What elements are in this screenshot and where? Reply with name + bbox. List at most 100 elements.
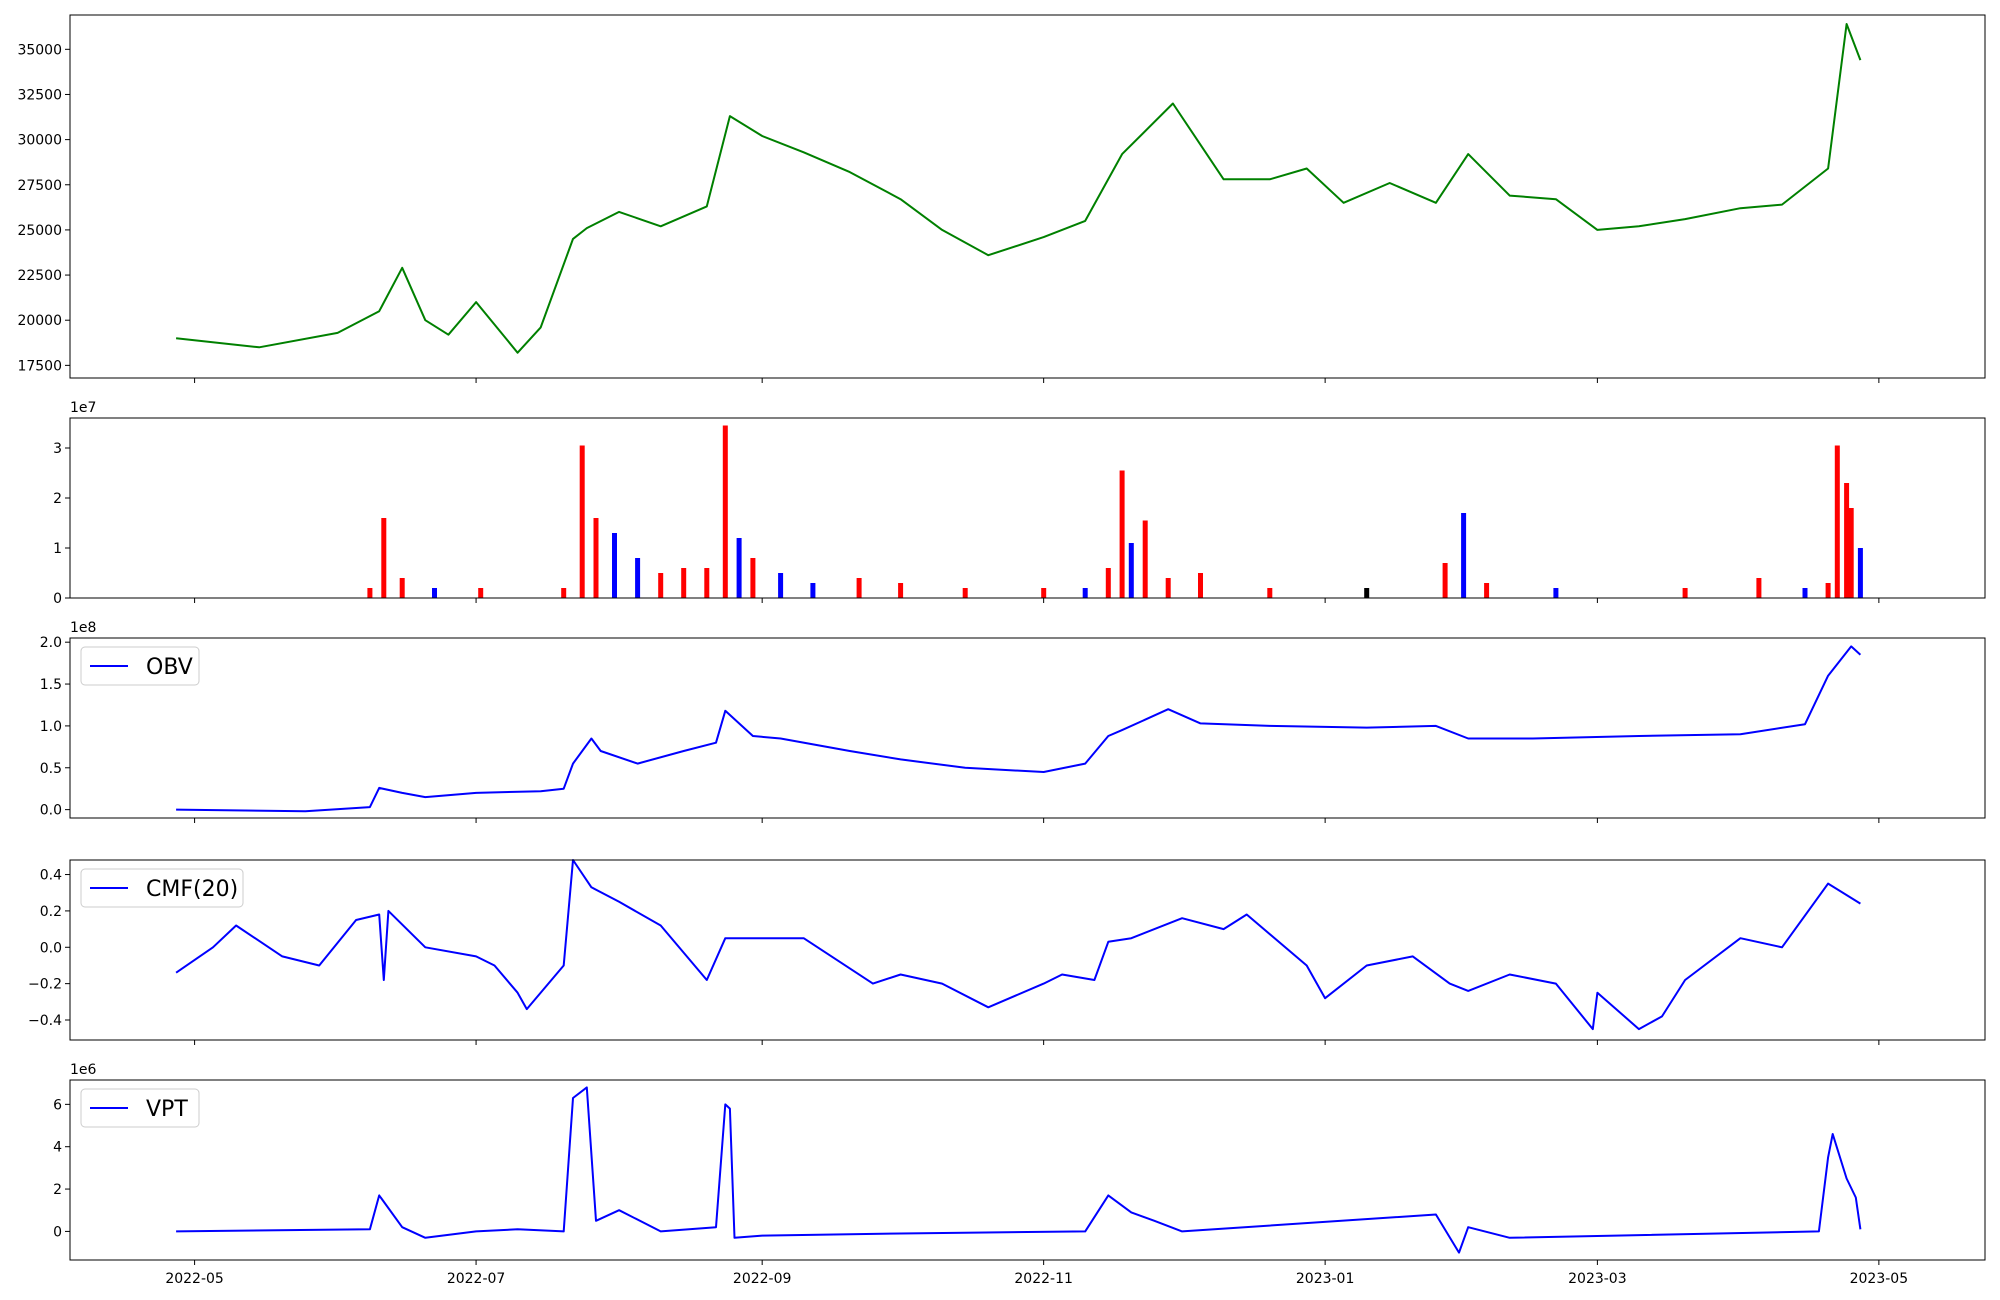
- volume-bar: [722, 425, 728, 598]
- volume-bar: [1165, 578, 1171, 598]
- x-tick-label: 2023-03: [1568, 1271, 1627, 1287]
- cmf-line: [175, 859, 1861, 1031]
- vpt-axes-frame: [69, 1079, 1986, 1261]
- volume-bar: [1142, 520, 1148, 598]
- volume-bar: [736, 538, 742, 598]
- y-tick-label: 0.2: [40, 904, 62, 920]
- volume-bar: [432, 588, 437, 598]
- volume-bar: [1128, 543, 1134, 598]
- volume-bar: [1105, 568, 1111, 598]
- volume-bar: [1834, 445, 1840, 598]
- volume-bar: [778, 573, 784, 598]
- volume-bar: [898, 583, 904, 598]
- price-panel: 17500 20000 22500 25000 27500 30000 32500 35000: [17, 14, 1986, 383]
- volume-bar: [704, 568, 710, 598]
- cmf-axes-frame: [69, 859, 1986, 1041]
- volume-bar: [810, 583, 816, 598]
- y-tick-label: 17500: [17, 358, 62, 374]
- volume-bar: [681, 568, 687, 598]
- volume-panel: 0 1 2 3 1e7: [53, 400, 1986, 607]
- legend-box: [80, 646, 200, 686]
- y-tick-label: 0.0: [40, 940, 62, 956]
- x-tick-label: 2022-05: [165, 1271, 224, 1287]
- y-tick-label: 0.0: [40, 803, 62, 819]
- price-line: [175, 23, 1862, 354]
- volume-bar: [1364, 588, 1370, 598]
- volume-bar: [367, 588, 373, 598]
- y-offset-label: 1e6: [70, 1062, 97, 1078]
- volume-bar: [1756, 578, 1762, 598]
- y-tick-label: 1: [53, 541, 62, 557]
- y-tick-label: 32500: [17, 87, 62, 103]
- volume-bar: [399, 578, 405, 598]
- legend-label: CMF(20): [146, 877, 238, 902]
- volume-bar: [1267, 588, 1273, 598]
- y-tick-label: 3: [53, 441, 62, 457]
- x-tick-label: 2022-11: [1014, 1271, 1073, 1287]
- volume-bar: [561, 588, 567, 598]
- legend-box: [80, 1088, 200, 1128]
- x-tick-label: 2022-07: [447, 1271, 506, 1287]
- y-tick-label: 2.0: [40, 635, 62, 651]
- volume-bar: [856, 578, 862, 598]
- volume-bar: [1682, 588, 1688, 598]
- y-tick-label: 0.4: [40, 868, 62, 884]
- volume-bar: [1442, 563, 1448, 598]
- vpt-panel: 0 2 4 6 1e6 VPT 2022-05 2022-07 2022-09 2022-11 20…: [53, 1062, 1986, 1287]
- volume-bar: [593, 518, 599, 598]
- cmf-panel: −0.4 −0.2 0.0 0.2 0.4 CMF(20): [28, 859, 1986, 1045]
- obv-panel: 0.0 0.5 1.0 1.5 2.0 1e8 OBV: [40, 620, 1986, 823]
- volume-bar: [1461, 513, 1467, 598]
- volume-bar: [1082, 588, 1088, 598]
- y-tick-label: 0: [53, 1224, 62, 1240]
- volume-bar: [1802, 588, 1808, 598]
- obv-axes-frame: [69, 637, 1986, 819]
- volume-bar: [962, 588, 968, 598]
- legend-box: [80, 868, 244, 908]
- y-tick-label: 25000: [17, 223, 62, 239]
- volume-bar: [1848, 508, 1854, 598]
- volume-bar: [750, 558, 756, 598]
- y-tick-label: 22500: [17, 268, 62, 284]
- volume-bar: [658, 573, 664, 598]
- y-tick-label: 2: [53, 491, 62, 507]
- legend-label: VPT: [146, 1097, 188, 1122]
- y-tick-label: 35000: [17, 42, 62, 58]
- obv-line: [176, 645, 1862, 813]
- volume-bar: [1484, 583, 1490, 598]
- x-tick-label: 2023-01: [1296, 1271, 1355, 1287]
- volume-bar: [579, 445, 585, 598]
- y-offset-label: 1e8: [70, 620, 96, 636]
- volume-bar: [1553, 588, 1559, 598]
- vpt-line: [176, 1086, 1862, 1254]
- volume-bar: [1857, 548, 1863, 598]
- volume-bar: [381, 518, 387, 598]
- legend-label: OBV: [146, 655, 193, 680]
- volume-bar: [1041, 588, 1047, 598]
- y-offset-label: 1e7: [70, 400, 96, 416]
- y-tick-label: 27500: [17, 178, 62, 194]
- volume-bar: [1844, 483, 1850, 598]
- y-tick-label: 0: [53, 591, 62, 607]
- y-tick-label: 6: [53, 1097, 62, 1113]
- x-tick-label: 2023-05: [1850, 1271, 1909, 1287]
- y-tick-label: −0.2: [28, 977, 62, 993]
- volume-axes-frame: [69, 417, 1986, 599]
- y-tick-label: −0.4: [28, 1013, 62, 1029]
- y-tick-label: 1.0: [40, 719, 62, 735]
- volume-bar: [478, 588, 484, 598]
- y-tick-label: 4: [53, 1140, 62, 1156]
- volume-bar: [1119, 470, 1125, 598]
- y-tick-label: 30000: [17, 133, 62, 149]
- volume-bar: [1825, 583, 1831, 598]
- volume-bar: [612, 533, 617, 598]
- price-axes-frame: [69, 14, 1986, 379]
- y-tick-label: 2: [53, 1182, 62, 1198]
- y-tick-label: 20000: [17, 313, 62, 329]
- x-tick-label: 2022-09: [733, 1271, 792, 1287]
- volume-bar: [635, 558, 641, 598]
- y-tick-label: 1.5: [40, 677, 62, 693]
- volume-bar: [1198, 573, 1203, 598]
- y-tick-label: 0.5: [40, 761, 62, 777]
